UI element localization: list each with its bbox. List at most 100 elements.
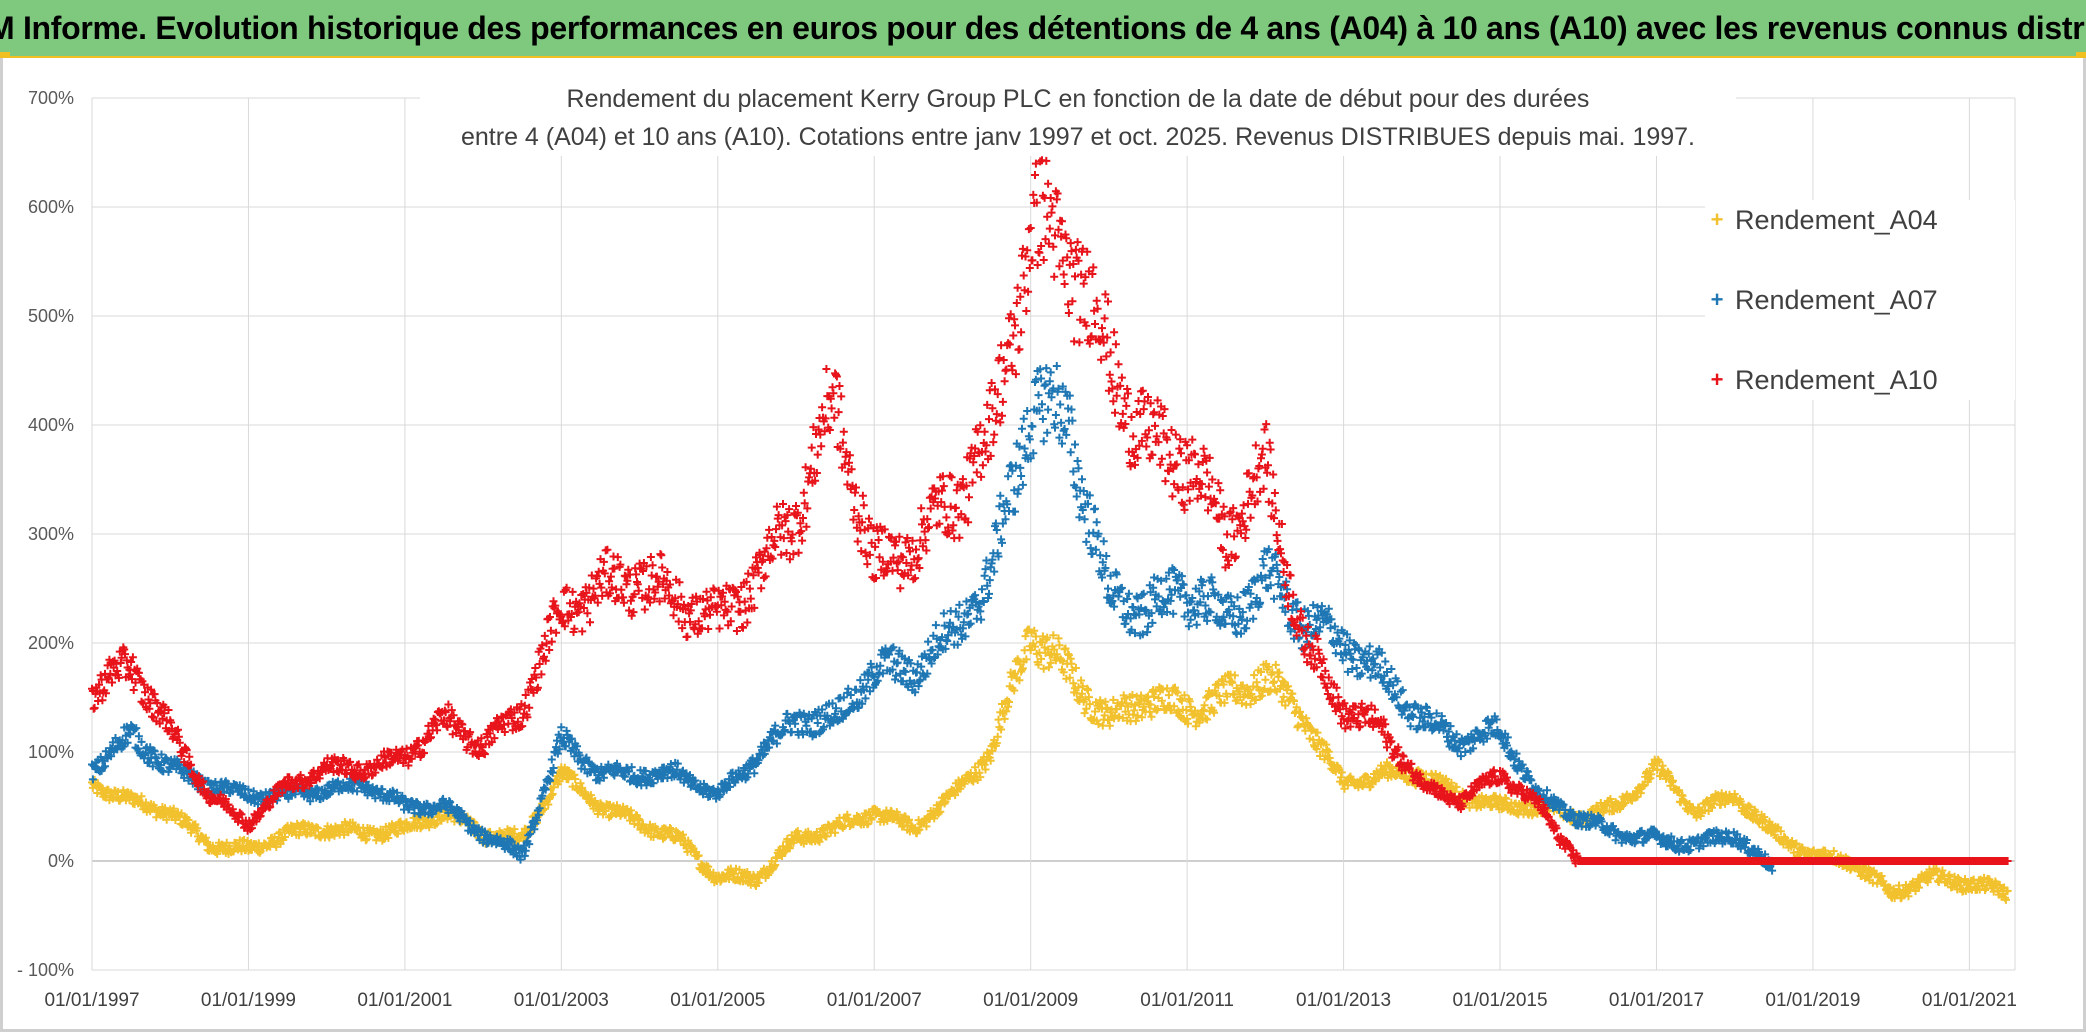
data-point	[1015, 676, 1024, 685]
data-point	[677, 592, 686, 601]
data-point	[666, 825, 675, 834]
data-point	[757, 584, 766, 593]
data-point	[1103, 703, 1112, 712]
data-point	[801, 463, 810, 472]
data-point	[531, 664, 540, 672]
data-point	[384, 834, 393, 842]
data-point	[985, 589, 993, 598]
data-point	[1071, 440, 1079, 449]
data-point	[1038, 415, 1047, 423]
series-rendement-a04	[88, 625, 2012, 904]
data-point	[1366, 673, 1375, 682]
data-point	[1242, 624, 1251, 633]
data-point	[793, 827, 802, 836]
data-point	[646, 553, 655, 561]
data-point	[799, 488, 808, 497]
data-point	[1192, 620, 1201, 629]
data-point	[1054, 634, 1063, 643]
data-point	[1078, 689, 1086, 698]
data-point	[1028, 422, 1037, 431]
data-point	[1014, 485, 1023, 494]
data-point	[1066, 448, 1075, 457]
data-point	[393, 829, 402, 838]
data-point	[1169, 609, 1178, 618]
data-point	[1031, 632, 1040, 641]
data-point	[922, 822, 931, 831]
data-point	[568, 587, 577, 596]
data-point	[1120, 694, 1129, 703]
data-point	[1092, 518, 1101, 527]
data-point	[864, 819, 873, 828]
data-point	[1099, 537, 1108, 546]
data-point	[1034, 660, 1043, 669]
data-point	[704, 862, 713, 871]
data-point	[694, 851, 703, 860]
data-point	[1058, 657, 1067, 666]
data-point	[1084, 693, 1093, 702]
data-point	[765, 525, 774, 534]
data-point	[314, 824, 322, 833]
data-point	[1365, 642, 1374, 651]
data-point	[508, 829, 517, 838]
data-point	[1261, 675, 1270, 684]
data-point	[114, 788, 123, 796]
data-point	[1023, 407, 1032, 415]
data-point	[1077, 676, 1086, 685]
data-point	[1331, 649, 1340, 658]
data-point	[1091, 707, 1099, 716]
data-point	[761, 572, 770, 581]
data-point	[571, 775, 580, 783]
data-point	[193, 824, 202, 833]
data-point	[330, 831, 339, 840]
data-point	[1019, 414, 1028, 423]
data-point	[658, 563, 667, 572]
data-point	[1018, 664, 1027, 673]
data-point	[1381, 657, 1390, 666]
data-point	[743, 618, 752, 627]
data-point	[281, 833, 289, 841]
data-point	[129, 686, 138, 694]
data-point	[1137, 691, 1146, 700]
data-point	[702, 587, 711, 596]
data-point	[771, 861, 780, 869]
data-point	[1030, 626, 1039, 635]
data-point	[715, 624, 724, 633]
data-point	[576, 779, 585, 788]
data-point	[1352, 664, 1361, 672]
page-title: ADAM Informe. Evolution historique des p…	[0, 9, 2086, 46]
data-point	[1085, 700, 1094, 709]
data-point	[1398, 686, 1407, 695]
data-point	[1139, 589, 1148, 598]
data-point	[1061, 644, 1070, 653]
data-point	[1017, 472, 1026, 480]
data-point	[1011, 507, 1019, 516]
data-point	[1176, 592, 1185, 601]
data-point	[1034, 391, 1043, 400]
data-point	[1250, 671, 1259, 680]
data-point	[1046, 658, 1055, 667]
data-point	[1105, 721, 1114, 730]
data-point	[1270, 677, 1278, 686]
data-point	[1044, 405, 1053, 414]
data-point	[1084, 686, 1092, 695]
data-point	[540, 631, 549, 640]
data-point	[1004, 472, 1013, 481]
data-point	[1101, 697, 1110, 706]
data-point	[939, 609, 948, 618]
data-point	[997, 725, 1006, 734]
data-point	[547, 755, 556, 764]
data-point	[613, 553, 622, 562]
data-point	[510, 825, 519, 834]
data-point	[993, 732, 1002, 741]
data-point	[996, 491, 1005, 500]
data-point	[977, 615, 986, 624]
data-point	[1042, 364, 1051, 373]
data-point	[924, 637, 933, 646]
data-point	[1044, 663, 1053, 672]
data-point	[1011, 669, 1019, 678]
data-point	[813, 719, 822, 727]
data-point	[1131, 716, 1140, 725]
data-point	[1002, 707, 1011, 716]
data-point	[759, 573, 768, 582]
